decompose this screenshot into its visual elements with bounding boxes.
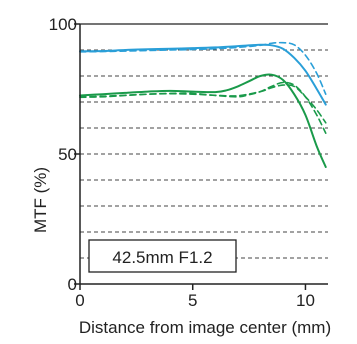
x-axis-title: Distance from image center (mm) xyxy=(79,318,331,337)
x-tick-label-0: 0 xyxy=(75,291,84,310)
lens-annotation-box xyxy=(88,239,237,273)
series-line-1 xyxy=(79,43,327,106)
x-tick-label-10: 10 xyxy=(296,291,315,310)
ticks-layer: 0 50 100 0 5 10 xyxy=(49,15,315,310)
series-line-4 xyxy=(79,81,327,134)
y-tick-label-0: 0 xyxy=(68,275,77,294)
y-tick-label-50: 50 xyxy=(58,145,77,164)
grid-layer xyxy=(80,23,328,259)
y-axis-title: MTF (%) xyxy=(31,167,50,233)
series-line-3 xyxy=(79,73,327,168)
y-tick-label-100: 100 xyxy=(49,15,77,34)
series-line-2 xyxy=(79,41,327,95)
series-layer xyxy=(79,41,327,168)
series-line-5 xyxy=(79,84,327,124)
lens-annotation-label: 42.5mm F1.2 xyxy=(112,248,212,267)
x-tick-label-5: 5 xyxy=(188,291,197,310)
lens-annotation: 42.5mm F1.2 xyxy=(88,239,237,273)
